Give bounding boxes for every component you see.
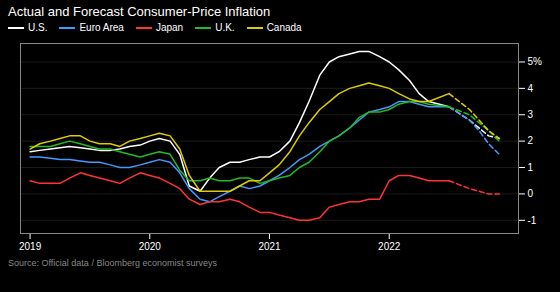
html-text:U.K.: U.K. bbox=[215, 22, 235, 33]
svg-text:5%: 5% bbox=[528, 56, 543, 67]
svg-text:4: 4 bbox=[528, 83, 534, 94]
svg-text:2021: 2021 bbox=[258, 241, 281, 252]
html-text:Japan: Japan bbox=[155, 22, 184, 33]
html-text:Euro Area: Euro Area bbox=[79, 22, 124, 33]
html-text:Actual and Forecast Consumer-P: Actual and Forecast Consumer-Price Infla… bbox=[8, 4, 271, 19]
svg-text:3: 3 bbox=[528, 109, 534, 120]
html-text:U.S.: U.S. bbox=[28, 22, 48, 33]
svg-text:2019: 2019 bbox=[19, 241, 42, 252]
html-text:Canada: Canada bbox=[266, 22, 302, 33]
svg-text:0: 0 bbox=[528, 188, 534, 199]
svg-text:-1: -1 bbox=[528, 215, 537, 226]
svg-text:1: 1 bbox=[528, 162, 534, 173]
svg-text:2020: 2020 bbox=[139, 241, 162, 252]
svg-text:2: 2 bbox=[528, 135, 534, 146]
svg-text:2022: 2022 bbox=[378, 241, 401, 252]
html-text:Source: Official data / Bloomb: Source: Official data / Bloomberg econom… bbox=[8, 258, 217, 268]
